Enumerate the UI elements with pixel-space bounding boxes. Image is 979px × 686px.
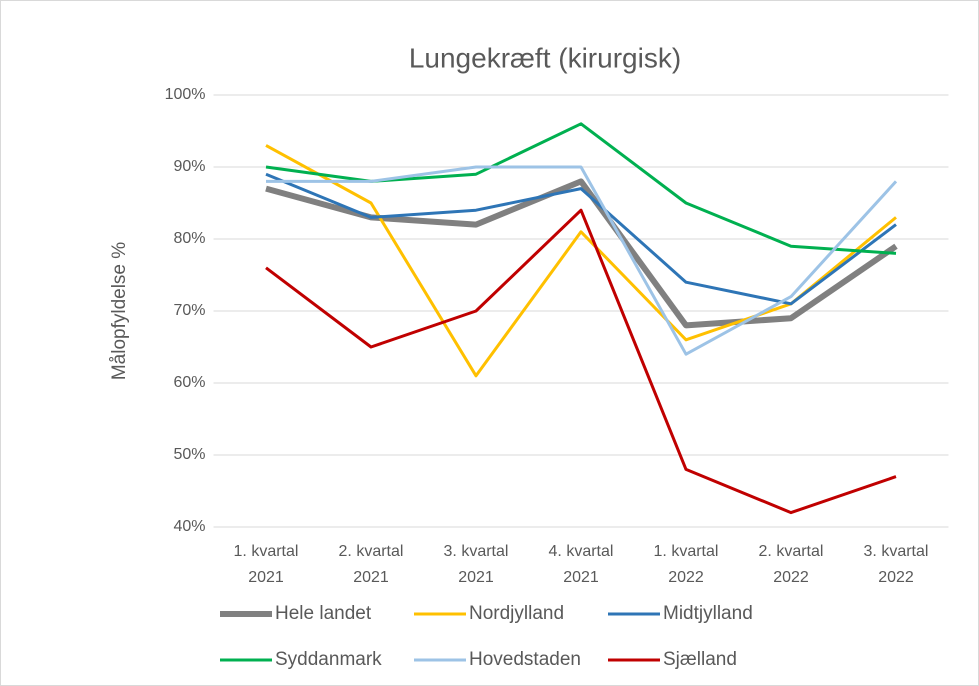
legend-label: Hovedstaden — [469, 649, 581, 670]
chart-title: Lungekræft (kirurgisk) — [409, 42, 681, 73]
x-tick-label: 4. kvartal 2021 — [549, 543, 614, 586]
y-tick-label: 80% — [173, 230, 205, 247]
x-tick-label: 2. kvartal 2022 — [759, 543, 824, 586]
y-tick-label: 50% — [173, 446, 205, 463]
legend-label: Hele landet — [275, 603, 372, 624]
legend-label: Sjælland — [663, 649, 737, 670]
x-tick-label: 2. kvartal 2021 — [339, 543, 404, 586]
y-tick-label: 100% — [165, 86, 206, 103]
y-tick-label: 40% — [173, 518, 205, 535]
y-tick-label: 90% — [173, 158, 205, 175]
x-tick-label: 3. kvartal 2021 — [444, 543, 509, 586]
x-tick-label: 3. kvartal 2022 — [864, 543, 929, 586]
series-line — [266, 165, 898, 356]
legend-label: Nordjylland — [469, 603, 564, 624]
legend-label: Midtjylland — [663, 603, 753, 624]
x-tick-label: 1. kvartal 2022 — [654, 543, 719, 586]
series-line — [265, 208, 897, 515]
x-tick-label: 1. kvartal 2021 — [234, 543, 299, 586]
y-tick-label: 60% — [173, 374, 205, 391]
y-tick-label: 70% — [173, 302, 205, 319]
series-line — [265, 172, 897, 306]
y-axis-label: Målopfyldelse % — [109, 242, 130, 380]
legend-label: Syddanmark — [275, 649, 382, 670]
